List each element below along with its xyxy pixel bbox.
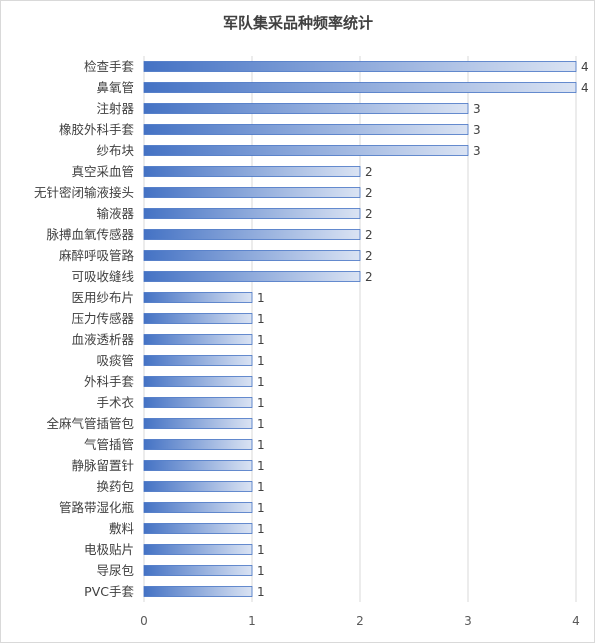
data-label: 4 [581, 81, 589, 95]
bar [143, 187, 361, 198]
category-label: 注射器 [96, 101, 134, 116]
x-tick-label: 0 [140, 614, 148, 628]
data-label: 1 [257, 564, 265, 578]
bar [143, 124, 469, 135]
bar [143, 418, 253, 429]
category-label: 血液透析器 [71, 332, 134, 347]
x-tick-label: 2 [356, 614, 364, 628]
bar [143, 145, 469, 156]
data-label: 1 [257, 312, 265, 326]
category-label: 压力传感器 [71, 311, 134, 326]
bar [143, 103, 469, 114]
data-label: 1 [257, 438, 265, 452]
category-label: 真空采血管 [71, 164, 134, 179]
x-tick-label: 1 [248, 614, 256, 628]
bar [143, 61, 577, 72]
category-label: 麻醉呼吸管路 [59, 248, 135, 263]
category-label: 气管插管 [84, 437, 134, 452]
category-label: 电极贴片 [84, 542, 134, 557]
data-label: 1 [257, 417, 265, 431]
data-label: 2 [365, 207, 373, 221]
category-label: 橡胶外科手套 [59, 122, 135, 137]
bar [143, 166, 361, 177]
category-label: 外科手套 [84, 374, 135, 389]
category-label: 敷料 [109, 521, 135, 536]
data-label: 1 [257, 396, 265, 410]
data-label: 2 [365, 165, 373, 179]
data-label: 1 [257, 543, 265, 557]
bar [143, 334, 253, 345]
data-label: 1 [257, 375, 265, 389]
category-label: 换药包 [96, 479, 134, 494]
data-label: 2 [365, 249, 373, 263]
bar [143, 292, 253, 303]
x-tick-label: 3 [464, 614, 472, 628]
grid-lines [143, 56, 577, 602]
bar [143, 271, 361, 282]
bar [143, 250, 361, 261]
category-label: 导尿包 [96, 563, 134, 578]
data-label: 1 [257, 354, 265, 368]
bar [143, 313, 253, 324]
data-label: 1 [257, 291, 265, 305]
chart-title: 军队集采品种频率统计 [223, 14, 373, 32]
data-labels: 4 4 3 3 3 2 2 2 2 2 2 1 1 1 1 1 1 1 1 1 1 1 1 1 1 1 [257, 60, 589, 599]
category-label: 纱布块 [96, 143, 134, 158]
data-label: 2 [365, 270, 373, 284]
data-label: 1 [257, 459, 265, 473]
category-label: 全麻气管插管包 [46, 416, 134, 431]
bar [143, 502, 253, 513]
bar [143, 82, 577, 93]
bar [143, 376, 253, 387]
category-label: 脉搏血氧传感器 [46, 227, 134, 242]
data-label: 3 [473, 102, 481, 116]
data-label: 3 [473, 144, 481, 158]
category-labels: 检查手套鼻氧管注射器橡胶外科手套纱布块真空采血管无针密闭输液接头输液器脉搏血氧传… [34, 59, 135, 599]
bar [143, 481, 253, 492]
category-label: 检查手套 [84, 59, 135, 74]
category-label: 手术衣 [96, 395, 134, 410]
category-label: PVC手套 [84, 584, 134, 599]
data-label: 1 [257, 333, 265, 347]
x-axis-ticks: 0 1 2 3 4 [140, 614, 580, 628]
bar [143, 397, 253, 408]
category-label: 静脉留置针 [71, 458, 134, 473]
bars [143, 61, 577, 597]
data-label: 1 [257, 480, 265, 494]
bar [143, 208, 361, 219]
category-label: 输液器 [96, 206, 134, 221]
category-label: 鼻氧管 [96, 80, 134, 95]
data-label: 1 [257, 522, 265, 536]
bar [143, 355, 253, 366]
category-label: 无针密闭输液接头 [34, 185, 134, 200]
category-label: 可吸收缝线 [71, 269, 134, 284]
bar [143, 565, 253, 576]
data-label: 2 [365, 228, 373, 242]
bar [143, 586, 253, 597]
data-label: 2 [365, 186, 373, 200]
category-label: 医用纱布片 [71, 290, 134, 305]
bar [143, 523, 253, 534]
x-tick-label: 4 [572, 614, 580, 628]
bar [143, 460, 253, 471]
bar [143, 439, 253, 450]
bar [143, 544, 253, 555]
data-label: 4 [581, 60, 589, 74]
category-label: 吸痰管 [96, 353, 134, 368]
data-label: 3 [473, 123, 481, 137]
data-label: 1 [257, 585, 265, 599]
data-label: 1 [257, 501, 265, 515]
category-label: 管路带湿化瓶 [59, 500, 134, 515]
bar [143, 229, 361, 240]
